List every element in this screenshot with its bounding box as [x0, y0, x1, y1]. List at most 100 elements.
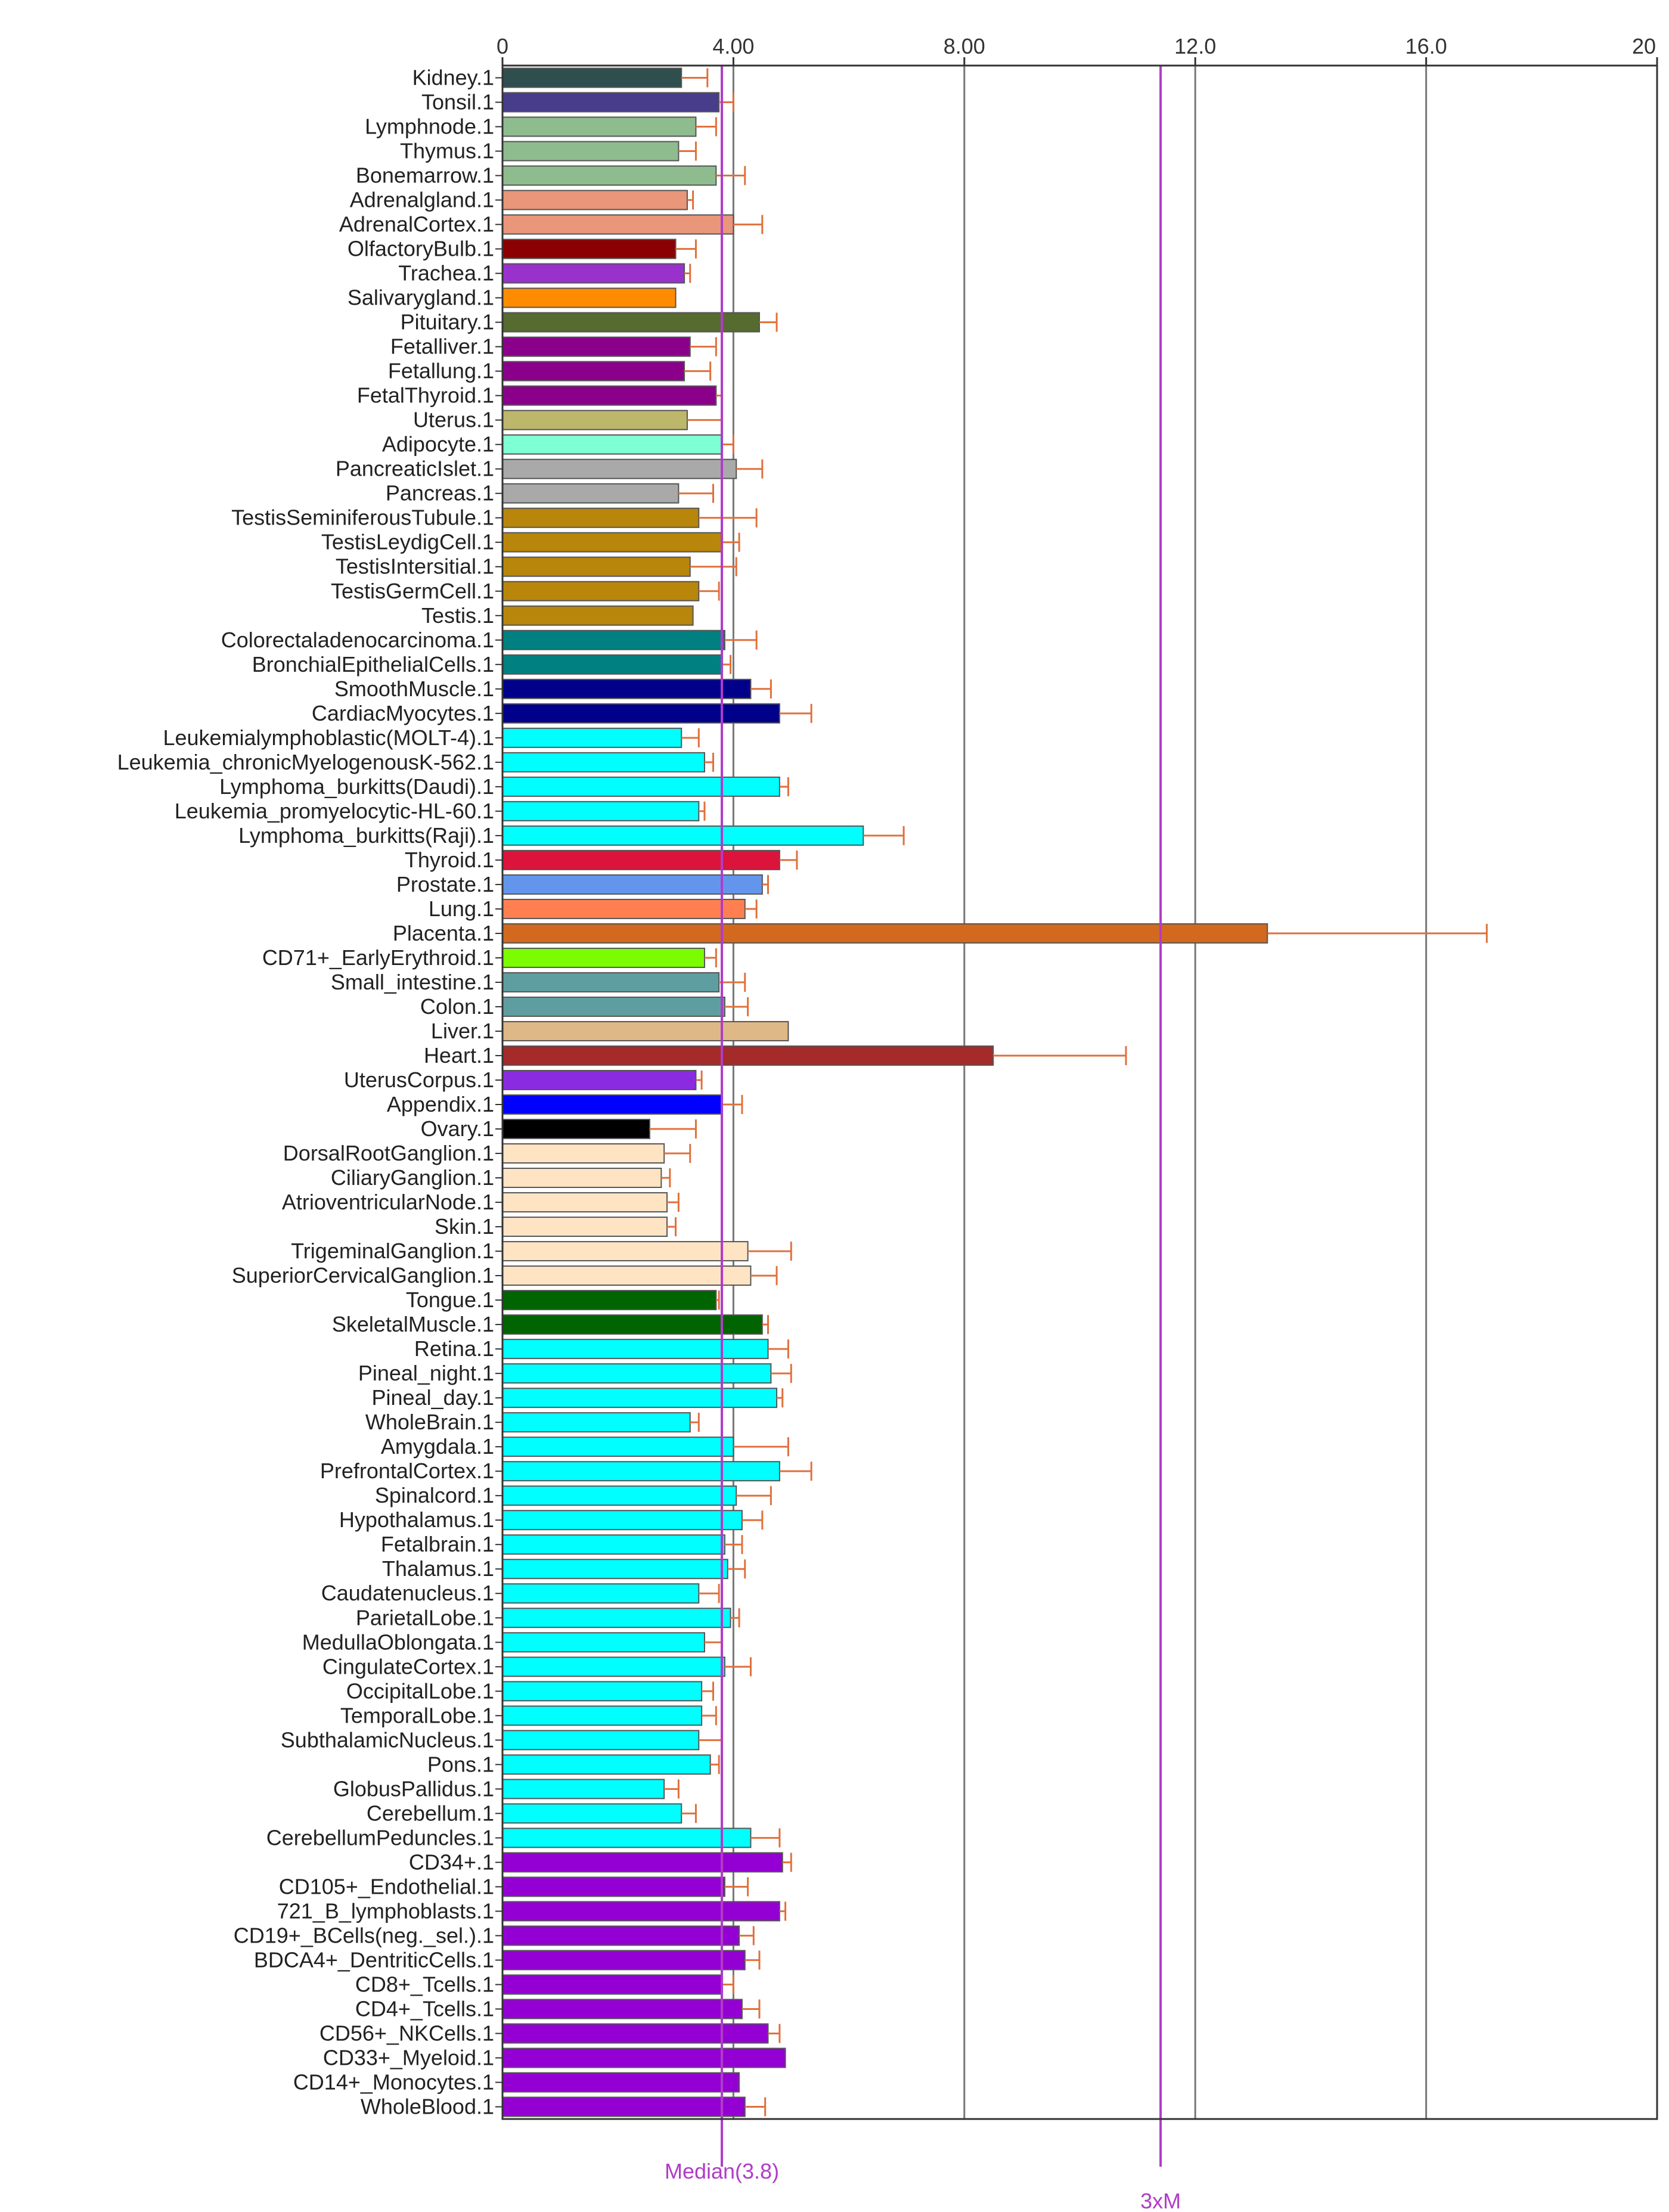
bar — [502, 654, 723, 675]
category-label: CerebellumPeduncles.1 — [266, 1825, 494, 1850]
bar — [502, 556, 691, 577]
category-label: Colorectaladenocarcinoma.1 — [221, 628, 494, 652]
category-label: TestisLeydigCell.1 — [321, 530, 494, 554]
bar — [502, 1020, 789, 1041]
category-label: CD33+_Myeloid.1 — [323, 2045, 494, 2070]
bar — [502, 1974, 723, 1995]
category-label: Lymphoma_burkitts(Daudi).1 — [219, 774, 494, 799]
category-label: TrigeminalGanglion.1 — [291, 1239, 494, 1263]
category-label: TestisSeminiferousTubule.1 — [231, 505, 494, 530]
bar — [502, 483, 680, 504]
category-label: CD71+_EarlyErythroid.1 — [262, 945, 494, 970]
category-label: Leukemia_chronicMyelogenousK-562.1 — [117, 750, 494, 774]
bar — [502, 116, 697, 137]
bar — [502, 263, 685, 284]
bar — [502, 1656, 725, 1677]
bar — [502, 678, 752, 699]
x-tick-label: 4.00 — [712, 34, 754, 58]
bar — [502, 776, 780, 797]
bar — [502, 92, 720, 113]
bar — [502, 581, 700, 601]
bar — [502, 532, 723, 553]
category-label: UterusCorpus.1 — [344, 1068, 494, 1092]
category-label: FetalThyroid.1 — [357, 383, 494, 408]
category-label: Salivarygland.1 — [348, 286, 494, 310]
category-label: CD14+_Monocytes.1 — [293, 2070, 494, 2094]
bar — [502, 1730, 700, 1751]
bar — [502, 287, 677, 308]
bar — [502, 1241, 749, 1262]
bar — [502, 1779, 665, 1800]
bar — [502, 1999, 743, 2019]
bar — [502, 1510, 743, 1531]
category-label: TestisIntersitial.1 — [336, 554, 494, 579]
bar — [502, 507, 700, 528]
category-label: CD4+_Tcells.1 — [355, 1996, 494, 2021]
bar — [502, 972, 720, 992]
bar — [502, 1901, 780, 1922]
bar — [502, 190, 688, 210]
category-label: Pineal_day.1 — [372, 1385, 495, 1410]
bar — [502, 947, 705, 968]
category-label: PrefrontalCortex.1 — [320, 1459, 494, 1483]
category-label: Tongue.1 — [406, 1288, 494, 1312]
category-label: CingulateCortex.1 — [322, 1654, 494, 1679]
bar — [502, 336, 691, 357]
category-label: Pons.1 — [427, 1752, 494, 1776]
bar — [502, 898, 746, 919]
bar — [502, 1119, 650, 1140]
category-label: Spinalcord.1 — [375, 1483, 494, 1507]
category-label: Caudatenucleus.1 — [321, 1581, 494, 1605]
category-label: CD8+_Tcells.1 — [355, 1972, 494, 1996]
bar — [502, 1265, 752, 1286]
category-label: SuperiorCervicalGanglion.1 — [232, 1263, 494, 1288]
bar — [502, 1217, 668, 1237]
category-label: ParietalLobe.1 — [356, 1605, 494, 1630]
reference-lines: Median(3.8) 3xM — [665, 66, 1181, 2212]
category-label: Trachea.1 — [398, 261, 494, 286]
bar — [502, 1094, 723, 1115]
bar — [502, 1632, 705, 1653]
category-label: Leukemialymphoblastic(MOLT-4).1 — [163, 725, 494, 750]
bar — [502, 1045, 994, 1066]
category-label: CD56+_NKCells.1 — [319, 2021, 494, 2045]
category-label: TestisGermCell.1 — [331, 579, 494, 603]
category-label: AdrenalCortex.1 — [339, 212, 494, 237]
bar — [502, 1461, 780, 1482]
category-label: Placenta.1 — [393, 921, 494, 945]
bar — [502, 1705, 703, 1726]
category-label: Small_intestine.1 — [331, 970, 494, 994]
bar — [502, 1803, 683, 1824]
category-label: Fetalliver.1 — [390, 334, 494, 359]
category-label: PancreaticIslet.1 — [336, 457, 494, 481]
category-label: Bonemarrow.1 — [356, 163, 494, 188]
bar — [502, 703, 780, 724]
category-label: Fetallung.1 — [388, 359, 494, 383]
bar — [502, 923, 1268, 944]
category-label: DorsalRootGanglion.1 — [283, 1141, 494, 1165]
bar — [502, 2096, 746, 2117]
category-label: WholeBlood.1 — [361, 2094, 494, 2118]
category-label: WholeBrain.1 — [365, 1410, 494, 1434]
category-label: CD34+.1 — [409, 1850, 494, 1874]
bar — [502, 605, 694, 626]
category-label: Pituitary.1 — [401, 310, 494, 334]
category-label: SmoothMuscle.1 — [334, 677, 494, 701]
bar — [502, 214, 734, 235]
bar — [502, 165, 717, 186]
category-label: Kidney.1 — [412, 66, 494, 90]
category-label: Testis.1 — [421, 603, 494, 628]
bar — [502, 1314, 763, 1335]
bar — [502, 141, 680, 162]
bar — [502, 629, 725, 650]
category-label: Colon.1 — [420, 994, 494, 1019]
category-label: Uterus.1 — [413, 408, 494, 432]
bar — [502, 1192, 668, 1213]
bar — [502, 801, 700, 821]
category-label: OccipitalLobe.1 — [346, 1679, 494, 1703]
category-label: Prostate.1 — [396, 872, 494, 896]
category-label: Pancreas.1 — [386, 481, 494, 505]
category-label: Leukemia_promyelocytic-HL-60.1 — [175, 799, 494, 823]
bar — [502, 1534, 725, 1555]
category-label: Appendix.1 — [387, 1092, 494, 1116]
